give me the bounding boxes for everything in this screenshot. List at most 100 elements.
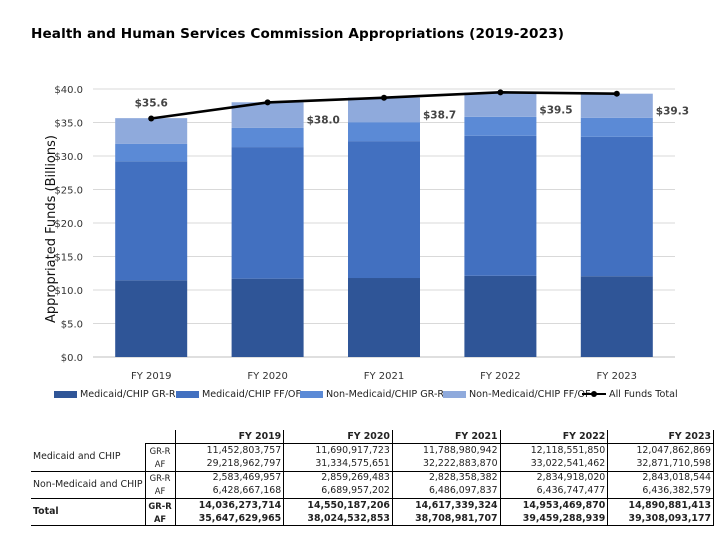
legend-item: Non-Medicaid/CHIP FF/OF xyxy=(443,388,591,402)
bar-segment xyxy=(231,127,304,148)
legend-label: All Funds Total xyxy=(609,389,678,400)
table-row: Total GR-R 14,036,273,714 14,550,187,206 14,… xyxy=(31,498,714,527)
y-tick-label: $5.0 xyxy=(61,320,83,331)
total-label: $35.6 xyxy=(135,97,168,109)
bar-segment xyxy=(348,122,420,142)
table-header-cell: FY 2021 xyxy=(392,430,501,445)
table-cell: 6,689,957,202 xyxy=(283,484,393,499)
legend-label: Medicaid/CHIP FF/OF xyxy=(202,389,301,400)
table-cell: 2,859,269,483 xyxy=(283,471,393,485)
table-header-empty xyxy=(145,430,176,445)
bar-segment xyxy=(115,143,188,162)
y-tick-label: $0.0 xyxy=(61,353,83,364)
bar-segment xyxy=(464,116,537,136)
table-cell: 14,550,187,206 xyxy=(283,498,393,513)
bar-segment xyxy=(348,97,420,123)
total-label: $39.3 xyxy=(656,106,689,118)
table-row: Non-Medicaid and CHIP GR-R 2,583,469,957 2,… xyxy=(31,471,714,499)
y-tick-label: $30.0 xyxy=(54,152,83,163)
table-header-cell: FY 2023 xyxy=(607,430,714,445)
legend-item: All Funds Total xyxy=(582,388,678,402)
table-cell: 38,024,532,853 xyxy=(283,512,393,527)
bar-segment xyxy=(231,278,304,357)
table-cell: 2,583,469,957 xyxy=(175,471,285,485)
appropriations-table: FY 2019 FY 2020 FY 2021 FY 2022 FY 2023 Medic… xyxy=(31,430,714,527)
table-fund-type: GR-R xyxy=(145,443,176,458)
y-tick-label: $20.0 xyxy=(54,219,83,230)
legend-swatch xyxy=(54,390,77,398)
y-tick-label: $25.0 xyxy=(54,186,83,197)
total-label: $39.5 xyxy=(539,104,572,116)
bar-segment xyxy=(348,141,420,279)
table-fund-type: GR-R xyxy=(145,471,176,485)
table-header-empty xyxy=(31,430,145,444)
x-tick-label: FY 2019 xyxy=(131,371,172,382)
total-labels: $35.6 $38.0 $38.7 $39.5 $39.3 xyxy=(135,97,689,126)
total-line xyxy=(148,89,620,122)
table-group-label: Non-Medicaid and CHIP xyxy=(31,471,146,499)
table-cell: 14,890,881,413 xyxy=(607,498,714,513)
table-cell: 2,828,358,382 xyxy=(392,471,501,485)
total-point xyxy=(264,99,271,106)
bar-segment xyxy=(348,278,420,357)
table-cell: 2,843,018,544 xyxy=(607,471,714,485)
table-row: AF 6,428,667,168 6,689,957,202 6,486,097,83… xyxy=(31,484,714,499)
table-cell: 2,834,918,020 xyxy=(500,471,609,485)
table-header-row: FY 2019 FY 2020 FY 2021 FY 2022 FY 2023 xyxy=(31,430,714,445)
x-tick-label: FY 2020 xyxy=(247,371,288,382)
y-axis-label: Appropriated Funds (Billions) xyxy=(44,135,59,323)
table-fund-type: AF xyxy=(145,457,176,472)
x-tick-label: FY 2023 xyxy=(597,371,638,382)
table-cell: 32,222,883,870 xyxy=(392,457,501,472)
bar-segment xyxy=(580,117,653,137)
table-fund-type: AF xyxy=(145,484,176,499)
table-group-label: Medicaid and CHIP xyxy=(31,443,146,472)
bar-segment xyxy=(464,275,537,357)
table-cell: 6,486,097,837 xyxy=(392,484,501,499)
bar-stacks xyxy=(115,92,653,357)
table-cell: 29,218,962,797 xyxy=(175,457,285,472)
total-label: $38.0 xyxy=(307,114,340,126)
y-tick-label: $10.0 xyxy=(54,286,83,297)
table-row: AF 29,218,962,797 31,334,575,651 32,222,883… xyxy=(31,457,714,472)
y-tick-label: $35.0 xyxy=(54,119,83,130)
table-row: Medicaid and CHIP GR-R 11,452,803,757 11,69… xyxy=(31,443,714,472)
y-axis-ticks: $0.0 $5.0 $10.0 $15.0 $20.0 $25.0 $30.0 $35.0 $4… xyxy=(54,85,83,364)
table-cell: 31,334,575,651 xyxy=(283,457,393,472)
chart-legend: Medicaid/CHIP GR-R Medicaid/CHIP FF/OF Non… xyxy=(0,388,714,402)
table-header-cell: FY 2020 xyxy=(283,430,393,445)
total-point xyxy=(613,90,620,97)
table-cell: 6,428,667,168 xyxy=(175,484,285,499)
table-cell: 12,118,551,850 xyxy=(500,443,609,458)
table-cell: 33,022,541,462 xyxy=(500,457,609,472)
bar-segment xyxy=(115,118,188,144)
total-point xyxy=(497,89,504,96)
table-cell: 39,459,288,939 xyxy=(500,512,609,527)
table-cell: 14,953,469,870 xyxy=(500,498,609,513)
table-cell: 6,436,382,579 xyxy=(607,484,714,499)
stacked-bar-chart: $0.0 $5.0 $10.0 $15.0 $20.0 $25.0 $30.0 $35.0 $4… xyxy=(44,85,689,382)
legend-label: Non-Medicaid/CHIP FF/OF xyxy=(469,389,591,400)
bar-segment xyxy=(464,92,537,117)
table-cell: 11,690,917,723 xyxy=(283,443,393,458)
bar-segment xyxy=(115,161,188,281)
table-cell: 32,871,710,598 xyxy=(607,457,714,472)
table-cell: 6,436,747,477 xyxy=(500,484,609,499)
table-cell: 11,788,980,942 xyxy=(392,443,501,458)
bar-segment xyxy=(115,280,188,357)
table-cell: 14,617,339,324 xyxy=(392,498,501,513)
legend-item: Medicaid/CHIP GR-R xyxy=(54,388,176,402)
legend-item: Medicaid/CHIP FF/OF xyxy=(176,388,301,402)
x-axis-ticks: FY 2019 FY 2020 FY 2021 FY 2022 FY 2023 xyxy=(131,371,637,382)
table-cell: 12,047,862,869 xyxy=(607,443,714,458)
bar-segment xyxy=(464,135,537,276)
bar-segment xyxy=(580,93,653,118)
chart-title: Health and Human Services Commission App… xyxy=(31,26,565,42)
table-cell: 38,708,981,707 xyxy=(392,512,501,527)
total-point xyxy=(381,94,387,101)
legend-swatch xyxy=(176,390,199,398)
table-header-cell: FY 2022 xyxy=(500,430,609,445)
table-header-cell: FY 2019 xyxy=(175,430,285,445)
table-cell: 11,452,803,757 xyxy=(175,443,285,458)
x-tick-label: FY 2021 xyxy=(364,371,405,382)
